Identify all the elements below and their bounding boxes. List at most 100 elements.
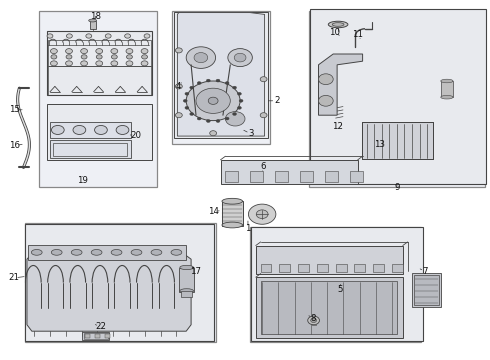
FancyBboxPatch shape [317, 264, 328, 272]
Circle shape [47, 34, 53, 38]
Text: 11: 11 [352, 31, 363, 40]
FancyBboxPatch shape [85, 334, 90, 338]
FancyBboxPatch shape [39, 11, 157, 187]
FancyBboxPatch shape [250, 227, 421, 342]
Text: 22: 22 [95, 323, 106, 331]
FancyBboxPatch shape [373, 264, 384, 272]
Circle shape [81, 61, 88, 66]
Circle shape [260, 113, 267, 118]
FancyBboxPatch shape [298, 264, 309, 272]
Circle shape [96, 49, 103, 54]
Circle shape [190, 86, 194, 89]
FancyBboxPatch shape [256, 277, 403, 338]
Ellipse shape [180, 265, 194, 270]
FancyBboxPatch shape [50, 140, 131, 158]
FancyBboxPatch shape [181, 291, 192, 297]
Circle shape [185, 93, 189, 95]
FancyBboxPatch shape [275, 171, 288, 182]
FancyBboxPatch shape [50, 122, 131, 138]
Text: 15: 15 [9, 105, 20, 114]
Circle shape [126, 55, 132, 59]
FancyBboxPatch shape [25, 224, 214, 341]
Circle shape [126, 49, 133, 54]
Circle shape [228, 49, 252, 67]
FancyBboxPatch shape [300, 171, 313, 182]
Circle shape [142, 55, 147, 59]
FancyBboxPatch shape [28, 245, 186, 260]
Circle shape [66, 61, 73, 66]
FancyBboxPatch shape [362, 122, 433, 159]
Circle shape [190, 113, 194, 116]
Text: 20: 20 [131, 130, 142, 139]
Circle shape [196, 88, 230, 113]
Ellipse shape [328, 21, 348, 28]
Circle shape [239, 99, 243, 102]
Ellipse shape [51, 126, 64, 134]
Text: 10: 10 [329, 28, 340, 37]
Circle shape [318, 95, 333, 106]
Text: 12: 12 [332, 122, 343, 131]
FancyBboxPatch shape [310, 9, 486, 184]
FancyBboxPatch shape [412, 273, 441, 307]
Circle shape [225, 82, 229, 85]
Text: 19: 19 [77, 176, 88, 185]
FancyBboxPatch shape [179, 268, 194, 292]
Text: 4: 4 [175, 82, 181, 91]
Text: 18: 18 [90, 12, 101, 21]
Text: 21: 21 [8, 274, 19, 282]
Ellipse shape [441, 79, 453, 83]
Circle shape [318, 74, 333, 85]
Circle shape [260, 77, 267, 82]
Text: 2: 2 [274, 96, 280, 105]
Circle shape [96, 61, 103, 66]
Circle shape [208, 97, 218, 104]
Text: 6: 6 [260, 162, 266, 171]
FancyBboxPatch shape [350, 171, 363, 182]
FancyBboxPatch shape [47, 31, 152, 95]
Circle shape [197, 117, 201, 120]
Circle shape [206, 79, 210, 82]
Circle shape [97, 55, 102, 59]
Polygon shape [177, 13, 265, 136]
Circle shape [124, 34, 130, 38]
Circle shape [50, 61, 57, 66]
Circle shape [186, 47, 216, 68]
Circle shape [126, 61, 133, 66]
Circle shape [141, 61, 148, 66]
Circle shape [233, 113, 237, 116]
Text: 13: 13 [374, 140, 385, 149]
Text: 16: 16 [9, 141, 20, 150]
FancyBboxPatch shape [24, 223, 216, 342]
Text: 3: 3 [248, 129, 254, 138]
Circle shape [175, 113, 182, 118]
FancyBboxPatch shape [82, 332, 109, 340]
Circle shape [210, 131, 217, 136]
Circle shape [105, 34, 111, 38]
Circle shape [175, 48, 182, 53]
FancyBboxPatch shape [354, 264, 365, 272]
Circle shape [186, 81, 240, 121]
Ellipse shape [89, 19, 97, 22]
Ellipse shape [151, 249, 162, 255]
FancyBboxPatch shape [392, 264, 403, 272]
FancyBboxPatch shape [325, 171, 338, 182]
FancyBboxPatch shape [90, 21, 96, 29]
FancyBboxPatch shape [250, 171, 263, 182]
Text: 7: 7 [422, 267, 428, 276]
Ellipse shape [31, 249, 42, 255]
Circle shape [234, 53, 246, 62]
FancyBboxPatch shape [220, 160, 358, 184]
Ellipse shape [441, 95, 453, 99]
Polygon shape [318, 54, 363, 115]
FancyBboxPatch shape [414, 275, 439, 305]
Circle shape [111, 55, 117, 59]
Circle shape [111, 61, 118, 66]
Ellipse shape [71, 249, 82, 255]
Ellipse shape [116, 126, 129, 134]
Ellipse shape [180, 289, 194, 293]
Ellipse shape [91, 249, 102, 255]
FancyBboxPatch shape [256, 246, 403, 274]
Circle shape [183, 99, 187, 102]
FancyBboxPatch shape [336, 264, 346, 272]
Ellipse shape [222, 222, 243, 228]
